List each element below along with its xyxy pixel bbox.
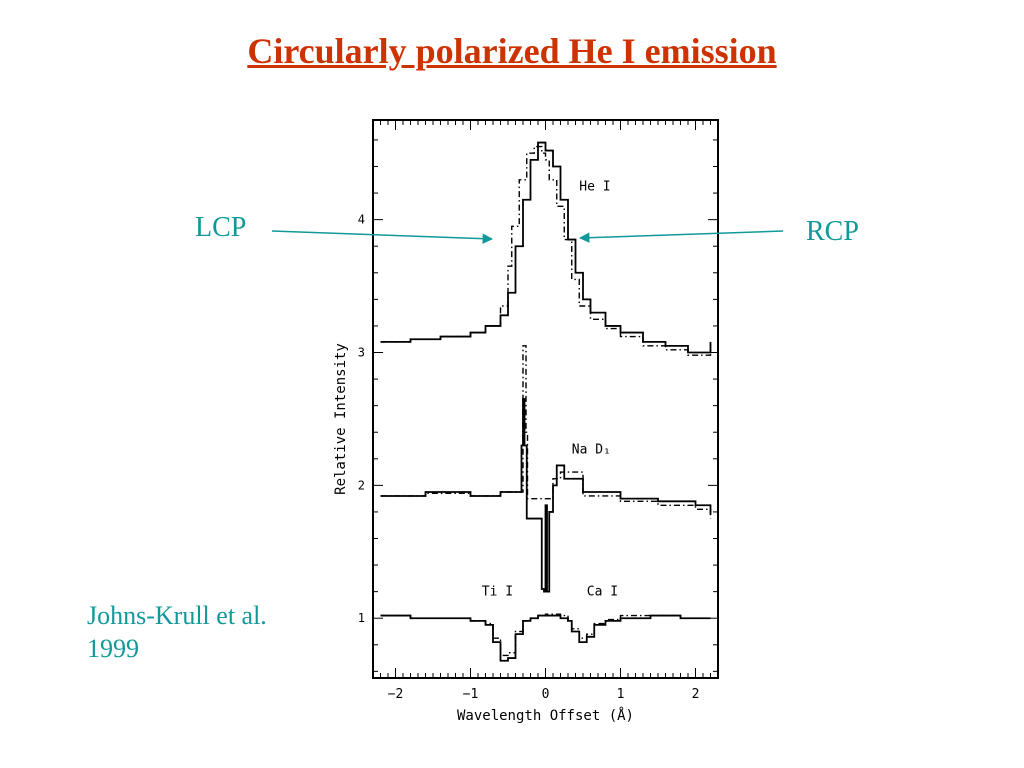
lcp-arrow [271, 230, 494, 244]
series-solid-profile [380, 141, 712, 354]
credit-year: 1999 [87, 633, 139, 663]
y-tick-label: 1 [358, 611, 365, 625]
labels-group: −2 −1 0 1 2 1 2 3 4 Wavelength Offset (Å) Relative… [333, 179, 699, 724]
lcp-label: LCP [195, 212, 247, 243]
x-tick-label: 0 [542, 687, 550, 702]
x-tick-label: 2 [692, 687, 700, 702]
rcp-label: RCP [806, 216, 859, 247]
series-solid-profile [380, 614, 711, 662]
credit: Johns-Krull et al. 1999 [87, 600, 267, 665]
x-axis-label: Wavelength Offset (Å) [457, 707, 634, 724]
slide-title: Circularly polarized He I emission [247, 31, 777, 71]
line-label: He I [579, 179, 610, 194]
ticks-group [373, 120, 718, 678]
series-dashdot-profile [380, 145, 712, 356]
plot-frame-group [372, 119, 719, 679]
line-label: Ca I [587, 585, 618, 600]
x-tick-label: −1 [463, 687, 479, 702]
series-group [380, 141, 712, 662]
rcp-arrow [578, 230, 784, 243]
line-label: Ti I [482, 585, 513, 600]
series-dashdot-profile [380, 345, 712, 519]
x-tick-label: 1 [617, 687, 625, 702]
series-dashdot-profile [380, 613, 711, 657]
y-tick-label: 4 [358, 213, 365, 227]
y-tick-label: 2 [358, 478, 365, 492]
y-axis-label: Relative Intensity [333, 343, 349, 495]
plot-frame [372, 119, 719, 679]
x-tick-label: −2 [388, 687, 404, 702]
credit-authors: Johns-Krull et al. [87, 601, 267, 630]
y-tick-label: 3 [358, 346, 365, 360]
line-label: Na D₁ [572, 442, 611, 457]
series-solid-profile [380, 398, 712, 593]
